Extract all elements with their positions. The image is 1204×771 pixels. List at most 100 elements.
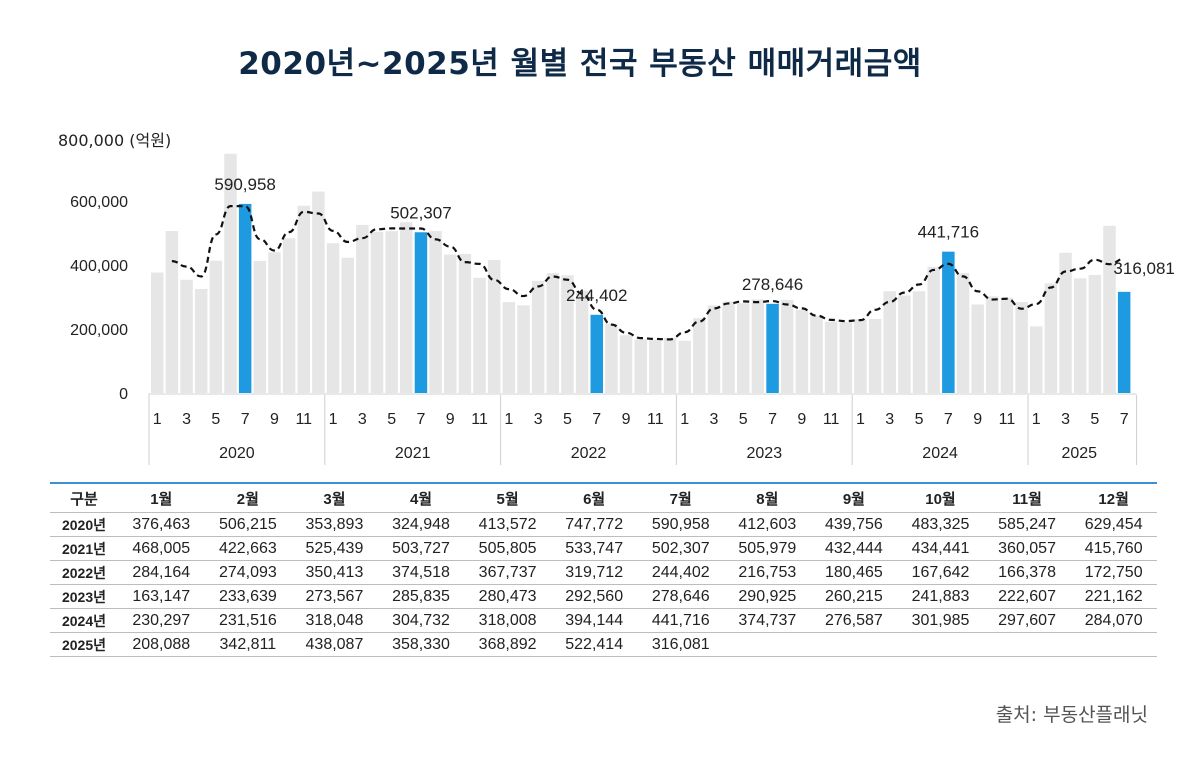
table-header-cell: 6월	[550, 482, 638, 513]
bar	[444, 254, 457, 393]
table-cell: 439,756	[810, 512, 898, 537]
bar	[619, 335, 633, 393]
y-tick-label: 200,000	[70, 322, 128, 339]
table-header-cell: 10월	[897, 482, 984, 513]
x-tick-label: 5	[1090, 411, 1099, 428]
bar	[473, 277, 486, 393]
x-tick-label: 5	[915, 411, 924, 428]
table-header-cell: 11월	[983, 482, 1071, 513]
table-cell: 241,883	[897, 584, 984, 609]
y-tick-label: 0	[119, 386, 128, 403]
bar	[180, 279, 193, 393]
bar	[561, 275, 574, 393]
year-label: 2023	[747, 445, 783, 462]
y-axis-unit: (억원)	[129, 131, 172, 150]
table-cell: 324,948	[377, 512, 465, 537]
x-tick-label: 9	[446, 411, 455, 428]
table-cell: 316,081	[637, 632, 725, 657]
table-header-cell: 7월	[637, 482, 725, 513]
table-cell: 525,439	[291, 536, 378, 561]
bar	[883, 291, 896, 393]
x-tick-label: 1	[856, 411, 865, 428]
table-cell: 318,048	[291, 608, 378, 633]
x-tick-label: 5	[387, 411, 396, 428]
table-row-header: 2023년	[50, 584, 118, 609]
table-cell: 358,330	[377, 632, 465, 657]
table-cell	[724, 632, 811, 657]
x-tick-label: 11	[647, 411, 664, 428]
bar	[370, 231, 384, 393]
bar	[1088, 274, 1102, 393]
table-cell: 167,642	[897, 560, 984, 585]
table-header-row: 구분 1월 2월 3월 4월 5월 6월 7월 8월 9월 10월 11월 12월	[50, 482, 1157, 513]
table-row: 2025년 208,088 342,811 438,087 358,330 368,892…	[50, 632, 1157, 657]
bar	[751, 299, 765, 393]
bar	[326, 243, 340, 393]
table-header-cell: 2월	[204, 482, 292, 513]
data-label: 316,081	[1113, 259, 1174, 278]
table-cell: 747,772	[550, 512, 638, 537]
data-table: 구분 1월 2월 3월 4월 5월 6월 7월 8월 9월 10월 11월 12월 2020년 376,4…	[50, 482, 1157, 657]
table-cell: 432,444	[810, 536, 898, 561]
bar	[1030, 326, 1043, 393]
y-axis-max-value: 800,000	[58, 131, 125, 150]
x-tick-label: 7	[241, 411, 250, 428]
bar	[605, 323, 618, 393]
table-cell: 292,560	[550, 584, 638, 609]
table-cell: 172,750	[1070, 560, 1157, 585]
table-cell: 374,737	[724, 608, 811, 633]
table-cell: 301,985	[897, 608, 984, 633]
bar	[268, 252, 281, 393]
table-header-cell: 구분	[50, 482, 118, 513]
table-row-header: 2024년	[50, 608, 118, 633]
table-cell: 230,297	[118, 608, 205, 633]
table-cell	[897, 632, 984, 657]
table-header-cell: 4월	[377, 482, 465, 513]
table-cell: 274,093	[204, 560, 292, 585]
table-cell: 441,716	[637, 608, 725, 633]
table-cell: 216,753	[724, 560, 811, 585]
table-cell: 376,463	[118, 512, 205, 537]
bar	[868, 318, 882, 393]
bar	[722, 301, 735, 393]
bar	[502, 302, 516, 393]
x-tick-label: 3	[1061, 411, 1070, 428]
source-credit: 출처: 부동산플래닛	[995, 704, 1148, 726]
x-tick-label: 7	[1120, 411, 1129, 428]
bar	[282, 238, 296, 393]
bar	[927, 266, 940, 393]
bar	[1015, 302, 1028, 393]
table-cell: 394,144	[550, 608, 638, 633]
bar	[898, 295, 911, 393]
table-row-header: 2021년	[50, 536, 118, 561]
x-tick-label: 1	[329, 411, 338, 428]
y-tick-label: 400,000	[70, 258, 128, 275]
table-cell: 590,958	[637, 512, 725, 537]
x-tick-label: 7	[768, 411, 777, 428]
table-cell: 533,747	[550, 536, 638, 561]
bar	[209, 260, 223, 393]
x-tick-label: 7	[416, 411, 425, 428]
table-header-cell: 9월	[810, 482, 898, 513]
y-axis-max-label: 800,000 (억원)	[58, 127, 171, 151]
bar	[575, 290, 589, 393]
bar	[487, 259, 501, 393]
x-tick-label: 11	[471, 411, 488, 428]
bar	[458, 253, 472, 393]
x-tick-label: 11	[823, 411, 840, 428]
table-cell: 244,402	[637, 560, 725, 585]
highlight-bar	[238, 203, 252, 393]
bar	[297, 205, 310, 393]
table-row-header: 2025년	[50, 632, 118, 657]
year-label: 2021	[395, 445, 431, 462]
x-tick-label: 1	[153, 411, 162, 428]
table-cell: 360,057	[983, 536, 1071, 561]
table-cell: 233,639	[204, 584, 292, 609]
table-row: 2023년 163,147 233,639 273,567 285,835 280,473…	[50, 584, 1157, 609]
table-cell: 297,607	[983, 608, 1071, 633]
table-cell: 502,307	[637, 536, 725, 561]
table-cell: 412,603	[724, 512, 811, 537]
bar	[312, 191, 325, 393]
table-header-cell: 1월	[118, 482, 205, 513]
table-cell: 280,473	[464, 584, 551, 609]
